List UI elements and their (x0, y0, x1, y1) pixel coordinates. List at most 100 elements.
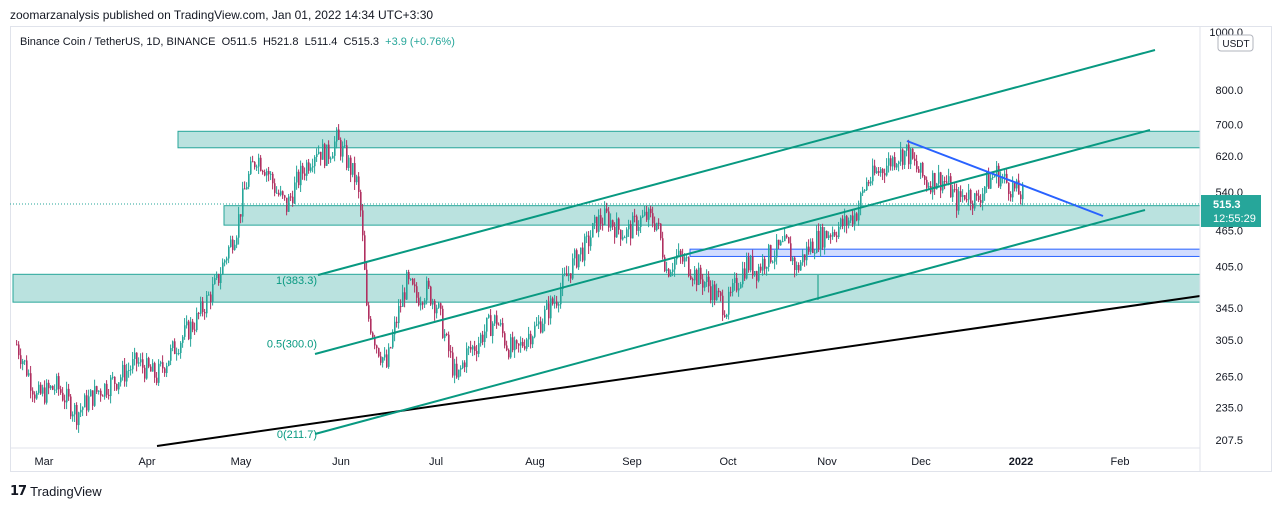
candle (476, 344, 478, 362)
footer-brand[interactable]: TradingView (30, 484, 102, 499)
candle-body (986, 172, 988, 187)
support-zone[interactable] (12, 273, 1201, 303)
candle-body (286, 197, 288, 212)
candle (944, 176, 946, 190)
channel-upper-line[interactable] (317, 49, 1156, 276)
candle (954, 182, 956, 193)
descending-trendline[interactable] (906, 140, 1104, 217)
last-price-label: 515.3 (1213, 199, 1241, 211)
candle (44, 380, 46, 405)
candle-body (490, 315, 492, 336)
candle (316, 148, 318, 162)
candle-body (394, 321, 396, 335)
candle (960, 185, 962, 203)
x-tick-label: Dec (911, 456, 931, 468)
blue-zone[interactable] (689, 248, 1201, 257)
candle (796, 261, 798, 276)
candle (416, 282, 418, 304)
candle (80, 403, 82, 418)
candle-body (788, 237, 790, 244)
candle-body (680, 250, 682, 257)
candle-body (866, 181, 868, 190)
candle (708, 271, 710, 293)
candle (668, 267, 670, 278)
candle (910, 147, 912, 170)
candle (514, 336, 516, 358)
candle-body (478, 343, 480, 354)
candle (608, 206, 610, 232)
candle-body (234, 244, 236, 250)
candle-body (444, 334, 446, 338)
candle-body (20, 355, 22, 365)
candle-body (508, 350, 510, 358)
candle (68, 383, 70, 401)
resistance-zone[interactable] (177, 130, 1201, 149)
candle-body (268, 170, 270, 175)
candle-body (776, 239, 778, 258)
candle (70, 394, 72, 420)
candle-body (904, 150, 906, 165)
candle-body (562, 274, 564, 290)
candle-body (52, 386, 54, 390)
candle (554, 294, 556, 309)
candle-body (342, 145, 344, 157)
candle (838, 221, 840, 239)
candle (790, 236, 792, 262)
candle-body (926, 179, 928, 188)
support-trendline[interactable] (156, 295, 1201, 447)
candle-body (280, 191, 282, 195)
symbol-name[interactable]: Binance Coin / TetherUS, 1D, BINANCE (20, 36, 216, 48)
candle-body (252, 161, 254, 163)
candle (426, 276, 428, 305)
tradingview-logo-icon[interactable]: 𝟭𝟳 (10, 484, 27, 499)
candle-body (888, 158, 890, 166)
last-price-box (1201, 195, 1261, 228)
candle-body (580, 247, 582, 255)
candle (64, 394, 66, 410)
candle (436, 304, 438, 319)
candle (422, 301, 424, 310)
candle (228, 245, 230, 264)
candle-body (492, 323, 494, 336)
candle-body (414, 284, 416, 287)
candle-body (366, 269, 368, 306)
candle (834, 229, 836, 237)
candle-body (214, 278, 216, 285)
candle (682, 248, 684, 265)
candle (826, 230, 828, 239)
candle (152, 359, 154, 372)
candle-body (392, 334, 394, 348)
candle-body (194, 329, 196, 331)
channel-lower-line[interactable] (314, 209, 1146, 435)
candle-body (334, 141, 336, 156)
candle-body (436, 307, 438, 314)
candle (116, 383, 118, 391)
candle (390, 346, 392, 349)
channel-middle-line[interactable] (314, 129, 1151, 355)
candle-body (114, 376, 116, 384)
candle (168, 360, 170, 367)
candle (598, 209, 600, 238)
candle (816, 224, 818, 254)
candle (1000, 171, 1002, 190)
candle (884, 168, 886, 183)
mid-zone[interactable] (223, 205, 1201, 226)
candle-body (100, 390, 102, 396)
candle (212, 276, 214, 306)
candle-body (142, 359, 144, 368)
candle (720, 290, 722, 302)
candle (546, 299, 548, 311)
candle (398, 299, 400, 329)
candle-body (684, 257, 686, 262)
candle-body (572, 258, 574, 279)
candle-body (474, 346, 476, 351)
candle (688, 256, 690, 278)
candle-body (138, 362, 140, 364)
candle (472, 344, 474, 357)
candle-body (18, 344, 20, 356)
candle (638, 220, 640, 237)
candle-body (322, 144, 324, 160)
candle-body (254, 162, 256, 168)
currency-badge[interactable]: USDT (1217, 34, 1254, 52)
